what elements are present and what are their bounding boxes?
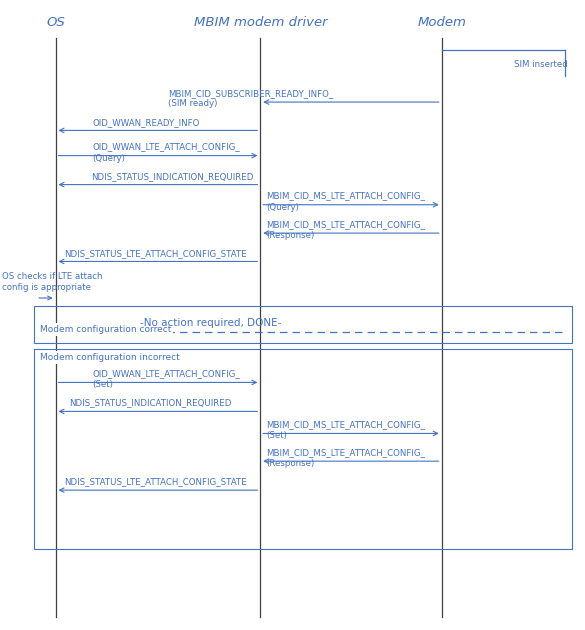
Text: NDIS_STATUS_INDICATION_REQUIRED: NDIS_STATUS_INDICATION_REQUIRED xyxy=(69,399,232,408)
Text: Modem: Modem xyxy=(417,16,466,28)
Text: OID_WWAN_LTE_ATTACH_CONFIG_: OID_WWAN_LTE_ATTACH_CONFIG_ xyxy=(92,142,240,151)
Text: MBIM_CID_SUBSCRIBER_READY_INFO_: MBIM_CID_SUBSCRIBER_READY_INFO_ xyxy=(168,89,333,98)
Bar xyxy=(34,349,572,549)
Text: OS: OS xyxy=(46,16,65,28)
Text: OS checks if LTE attach: OS checks if LTE attach xyxy=(2,272,102,281)
Bar xyxy=(34,306,572,343)
Text: OID_WWAN_LTE_ATTACH_CONFIG_: OID_WWAN_LTE_ATTACH_CONFIG_ xyxy=(92,369,240,378)
Text: (Set): (Set) xyxy=(92,381,113,389)
Text: OID_WWAN_READY_INFO: OID_WWAN_READY_INFO xyxy=(92,118,200,127)
Text: (Query): (Query) xyxy=(266,203,299,212)
Text: MBIM_CID_MS_LTE_ATTACH_CONFIG_: MBIM_CID_MS_LTE_ATTACH_CONFIG_ xyxy=(266,192,425,200)
Text: Modem configuration incorrect: Modem configuration incorrect xyxy=(40,353,180,362)
Text: (Set): (Set) xyxy=(266,432,287,440)
Text: Modem configuration correct: Modem configuration correct xyxy=(40,325,171,334)
Text: (Response): (Response) xyxy=(266,459,314,468)
Text: SIM inserted: SIM inserted xyxy=(514,60,567,69)
Text: NDIS_STATUS_LTE_ATTACH_CONFIG_STATE: NDIS_STATUS_LTE_ATTACH_CONFIG_STATE xyxy=(64,249,247,258)
Text: (Query): (Query) xyxy=(92,154,125,163)
Text: NDIS_STATUS_LTE_ATTACH_CONFIG_STATE: NDIS_STATUS_LTE_ATTACH_CONFIG_STATE xyxy=(64,478,247,486)
Text: (Response): (Response) xyxy=(266,231,314,240)
Text: MBIM modem driver: MBIM modem driver xyxy=(194,16,327,28)
Text: config is appropriate: config is appropriate xyxy=(2,283,91,292)
Text: NDIS_STATUS_INDICATION_REQUIRED: NDIS_STATUS_INDICATION_REQUIRED xyxy=(91,172,253,181)
Text: MBIM_CID_MS_LTE_ATTACH_CONFIG_: MBIM_CID_MS_LTE_ATTACH_CONFIG_ xyxy=(266,420,425,429)
Text: -No action required, DONE-: -No action required, DONE- xyxy=(140,318,282,328)
Text: MBIM_CID_MS_LTE_ATTACH_CONFIG_: MBIM_CID_MS_LTE_ATTACH_CONFIG_ xyxy=(266,220,425,229)
Text: (SIM ready): (SIM ready) xyxy=(168,100,218,108)
Text: MBIM_CID_MS_LTE_ATTACH_CONFIG_: MBIM_CID_MS_LTE_ATTACH_CONFIG_ xyxy=(266,448,425,457)
